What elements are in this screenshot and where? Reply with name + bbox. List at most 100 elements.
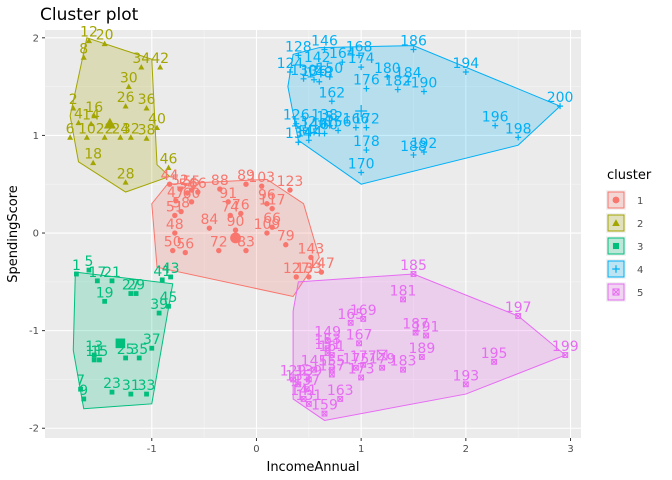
point-label: 195 [481,346,508,362]
point-label: 9 [79,383,88,399]
point-label: 167 [346,327,373,343]
cluster-4-point [321,46,328,53]
cluster-5-point [303,386,310,393]
point-label: 88 [211,173,229,189]
point-label: 28 [117,166,135,182]
point-label: 147 [308,256,335,272]
cluster-2-point [80,54,87,60]
cluster-1-point [269,224,275,230]
point-label: 188 [400,139,427,155]
cluster-5-point [328,371,335,378]
point-label: 146 [311,34,338,50]
cluster-3-point [94,278,100,284]
point-label: 20 [96,28,114,44]
x-tick-label: 1 [358,444,364,455]
y-tick-label: -1 [29,326,39,337]
cluster-3-point [156,310,162,316]
y-tick-label: 1 [33,131,39,142]
cluster-2-point [67,134,74,140]
point-label: 165 [337,307,364,323]
point-label: 117 [259,193,286,209]
legend-key-1-glyph [612,196,620,204]
point-label: 1 [72,258,81,274]
point-label: 44 [161,168,179,184]
cluster-5-point [360,316,367,322]
cluster-5-point [295,381,302,388]
legend-label-3: 3 [637,242,643,253]
cluster-4-point [321,120,328,127]
cluster-3-point [91,357,97,363]
point-label: 129 [280,363,307,379]
cluster-5-point [423,332,429,339]
cluster-1-point [238,210,244,217]
legend-label-4: 4 [637,265,643,276]
cluster-3-point [91,352,97,358]
point-label: 191 [413,320,440,336]
cluster-4-point [405,78,412,85]
point-label: 198 [505,121,532,137]
cluster-2-point [83,134,90,140]
cluster-3-point [78,386,83,392]
cluster-5-point [358,374,365,381]
cluster-4-centroid [355,105,368,118]
cluster-2-point [154,124,161,131]
cluster-1-point [182,249,188,256]
point-label: 169 [350,303,377,319]
point-label: 5 [85,254,94,270]
legend-label-1: 1 [637,196,643,207]
point-label: 172 [353,112,380,128]
cluster-5-point [400,366,406,373]
point-label: 45 [160,290,178,306]
point-label: 135 [285,368,312,384]
point-label: 133 [295,261,322,277]
cluster-3-point [159,277,165,283]
y-axis-title: SpendingScore [6,185,21,283]
cluster-1-point [232,227,239,233]
point-label: 178 [353,134,380,150]
point-label: 192 [411,136,438,152]
cluster-3-point [109,278,115,284]
point-label: 15 [91,344,109,360]
cluster-3-point [74,271,79,277]
cluster-4-point [328,98,335,105]
cluster-1-point [225,199,231,205]
point-label: 30 [120,71,138,87]
point-label: 66 [263,211,281,227]
point-label: 84 [200,212,218,228]
cluster-1-point [264,201,270,207]
chart-title: Cluster plot [40,5,139,25]
cluster-4-point [557,103,564,110]
cluster-1-point [170,247,176,254]
cluster-4-point [300,127,307,134]
point-label: 19 [96,285,114,301]
x-tick-label: -1 [147,444,157,455]
cluster-5-point [305,376,312,383]
point-label: 159 [311,398,338,414]
cluster-1-centroid [230,232,241,244]
cluster-1-point [216,247,222,254]
point-label: 157 [318,359,345,375]
point-label: 2 [69,92,78,108]
point-label: 27 [122,278,140,294]
legend-key-3-glyph [612,242,620,250]
cluster-1-point [188,199,195,205]
point-label: 151 [314,337,341,353]
cluster-2-point [125,83,132,90]
cluster-5-point [337,396,344,402]
point-label: 23 [103,376,121,392]
cluster-4-point [295,139,302,146]
cluster-4-point [311,129,318,136]
point-label: 26 [117,90,135,106]
point-label: 91 [219,186,237,202]
cluster-1-point [243,181,249,187]
point-label: 96 [258,188,276,204]
cluster-2-point [75,119,82,126]
cluster-5-point [410,271,417,277]
cluster-1-point [283,242,289,248]
cluster-5-point [412,329,419,336]
point-label: 10 [78,121,96,137]
point-label: 35 [130,342,148,358]
point-label: 16 [85,100,103,116]
cluster-5-point [418,354,425,360]
cluster-4-point [305,137,312,144]
